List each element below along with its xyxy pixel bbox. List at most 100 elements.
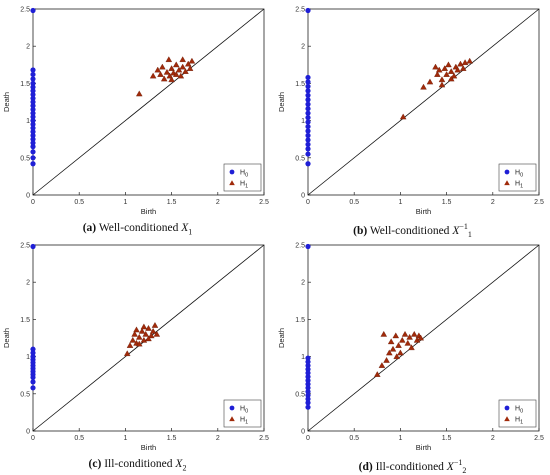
caption-text: Well-conditioned: [98, 222, 182, 234]
legend-name: H: [240, 181, 245, 188]
y-tick-label: 0.5: [20, 391, 30, 398]
legend-subscript: 1: [520, 420, 523, 426]
caption-text: Ill-conditioned: [104, 458, 176, 470]
h1-point: [443, 71, 450, 77]
h0-point: [30, 149, 36, 155]
h1-point: [450, 72, 458, 79]
h1-point: [459, 65, 467, 71]
h0-point: [30, 155, 36, 161]
legend-subscript: 0: [245, 409, 248, 415]
y-tick-label: 2.5: [295, 7, 305, 14]
h0-point: [305, 385, 311, 391]
caption-subscript: 1: [467, 230, 472, 240]
h0-point: [305, 88, 311, 94]
series-H1: [374, 330, 424, 377]
h1-point: [447, 68, 455, 74]
y-tick-label: 0: [301, 429, 305, 436]
y-tick-label: 0: [301, 193, 305, 200]
h0-point: [30, 125, 36, 131]
h0-point: [305, 392, 311, 398]
h1-point: [175, 66, 183, 73]
caption-subscript: 1: [188, 227, 193, 237]
series-H1: [123, 322, 161, 357]
y-tick-label: 2: [26, 280, 30, 287]
caption-subscript: 2: [182, 463, 187, 473]
x-tick-label: 0.5: [349, 435, 359, 442]
subfigure-caption: (d) Ill-conditioned X−12: [275, 458, 550, 475]
legend-subscript: 1: [245, 420, 248, 426]
h0-point: [305, 101, 311, 107]
h1-point: [397, 349, 404, 356]
h0-point: [305, 132, 311, 139]
h1-point: [380, 330, 388, 337]
caption-label: (a): [82, 222, 97, 234]
y-tick-label: 1: [301, 118, 305, 125]
h1-point: [420, 83, 427, 90]
h1-point: [399, 113, 407, 120]
h0-point: [305, 119, 311, 125]
legend-circle-marker: [229, 169, 235, 175]
legend-subscript: 1: [520, 184, 523, 190]
h1-point: [411, 330, 418, 337]
legend-label: H1: [240, 181, 248, 190]
y-tick-label: 0.5: [295, 391, 305, 398]
h1-point: [136, 340, 143, 347]
legend-circle-marker: [504, 405, 510, 411]
chart-panel-a: 0 0.5 1 1.5 2 2.5 0 0.5 1 1.5 2 2.5 H0 H1 Birth Death (a…: [0, 0, 275, 237]
legend-box: [498, 163, 537, 192]
legend-name: H: [515, 417, 520, 424]
h1-point: [447, 75, 455, 82]
legend-subscript: 0: [520, 173, 523, 179]
h0-point: [30, 346, 36, 352]
legend-name: H: [240, 417, 245, 424]
h0-point: [305, 396, 311, 402]
x-tick-label: 2.5: [259, 199, 269, 206]
h1-point: [383, 357, 390, 363]
x-tick-label: 2: [491, 435, 495, 442]
x-tick-label: 1.5: [167, 435, 177, 442]
x-tick-label: 1: [398, 435, 402, 442]
caption-symbol: X: [446, 460, 454, 473]
caption-symbol: X: [452, 224, 460, 237]
h0-point: [30, 84, 36, 90]
h0-point: [30, 110, 36, 116]
h1-point: [438, 81, 446, 88]
h1-point: [166, 72, 174, 79]
h1-point: [445, 61, 452, 68]
h1-point: [157, 71, 164, 77]
y-tick-label: 2.5: [295, 243, 305, 250]
h1-point: [392, 332, 400, 339]
x-tick-label: 0: [306, 199, 310, 206]
h1-point: [389, 345, 397, 352]
h1-point: [151, 322, 159, 328]
x-tick-label: 0.5: [74, 435, 84, 442]
h0-point: [30, 379, 36, 385]
y-tick-label: 1.5: [20, 81, 30, 88]
series-H0: [30, 243, 36, 391]
h0-point: [30, 136, 36, 142]
h1-point: [163, 68, 171, 75]
h1-point: [177, 72, 185, 79]
h0-point: [305, 97, 311, 103]
h0-point: [305, 400, 311, 406]
h0-point: [30, 71, 36, 78]
y-tick-label: 1: [26, 118, 30, 125]
h1-point: [461, 59, 469, 65]
diagonal-line: [307, 244, 540, 432]
legend-name: H: [240, 406, 245, 413]
subfigure-caption: (b) Well-conditioned X−11: [275, 222, 550, 239]
x-tick-label: 0: [31, 435, 35, 442]
subfigure-caption: (c) Ill-conditioned X2: [0, 458, 275, 472]
h1-point: [142, 330, 149, 337]
x-tick-label: 1: [123, 435, 127, 442]
h1-point: [188, 57, 196, 64]
h0-point: [30, 140, 36, 146]
x-tick-label: 2: [491, 199, 495, 206]
h1-point: [138, 328, 146, 334]
y-axis-label: Death: [2, 92, 11, 112]
h0-point: [30, 350, 36, 356]
h0-point: [305, 137, 311, 143]
h0-point: [30, 76, 36, 82]
